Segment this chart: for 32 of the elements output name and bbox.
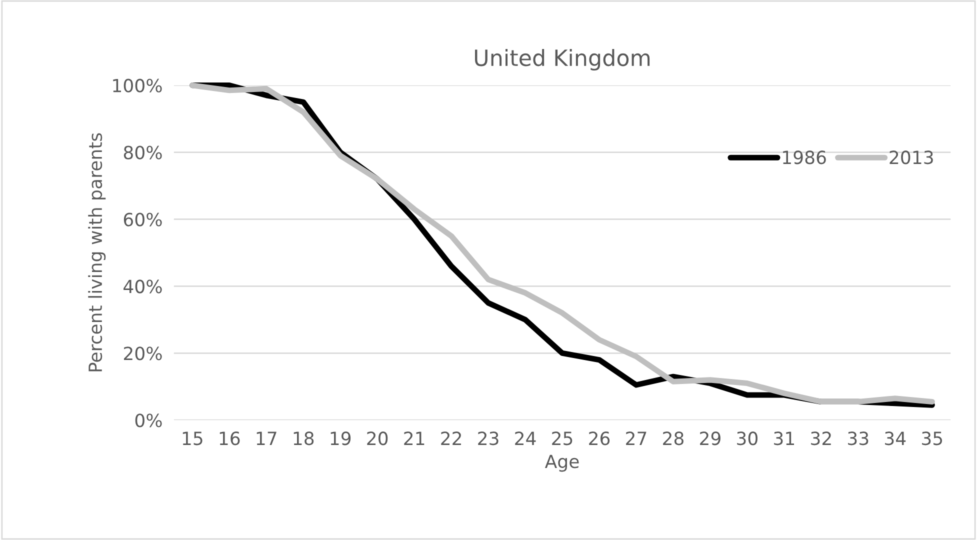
x-tick-label: 25 (552, 432, 572, 446)
x-tick-label: 24 (515, 432, 536, 445)
y-tick-label: 80% (124, 146, 162, 160)
y-axis-title: Percent living with parents (88, 133, 106, 372)
x-tick-label: 26 (589, 432, 610, 446)
y-tick-label: 60% (124, 212, 162, 226)
x-tick-label: 28 (663, 432, 684, 446)
x-tick-label: 33 (848, 432, 868, 446)
x-tick-label: 21 (404, 432, 424, 445)
x-axis-title: Age (544, 454, 579, 472)
x-tick-label: 19 (330, 432, 351, 446)
x-tick-label: 34 (885, 432, 906, 446)
x-tick-label: 15 (182, 432, 202, 446)
x-tick-label: 18 (294, 432, 314, 446)
y-tick-label: 40% (124, 280, 162, 294)
y-tick-label: 100% (113, 78, 162, 92)
x-tick-label: 35 (922, 432, 942, 446)
y-tick-label: 20% (124, 346, 162, 360)
x-tick-label: 20 (367, 432, 388, 446)
x-tick-label: 16 (220, 432, 240, 446)
x-tick-label: 27 (626, 432, 646, 445)
x-tick-label: 32 (811, 432, 831, 446)
x-tick-label: 31 (774, 432, 794, 446)
chart-title: United Kingdom (475, 48, 650, 70)
x-tick-label: 17 (256, 432, 276, 445)
x-tick-label: 23 (478, 432, 498, 446)
x-tick-label: 30 (737, 432, 758, 446)
x-tick-label: 29 (700, 432, 720, 446)
legend-label: 1986 (783, 150, 826, 164)
x-tick-label: 22 (441, 432, 461, 445)
legend-label: 2013 (890, 150, 933, 164)
y-tick-label: 0% (135, 414, 162, 428)
